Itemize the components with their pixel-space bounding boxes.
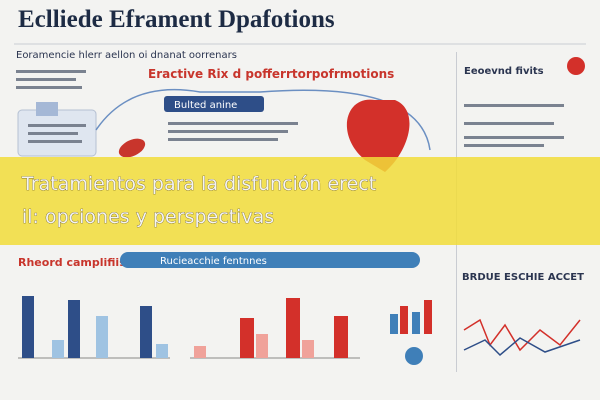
bar-chart (190, 298, 360, 359)
section-heading: Bulted anine (174, 100, 237, 111)
banner-line: il: opciones y perspectivas (22, 206, 274, 228)
icon (567, 57, 585, 75)
bar-chart (390, 300, 432, 365)
section-heading: Eeoevnd fivits (464, 66, 544, 77)
connector (95, 88, 431, 151)
banner-line: Tratamientos para la disfunción erect (21, 173, 376, 195)
icon (36, 102, 58, 116)
label-box (164, 96, 264, 112)
banner (0, 157, 600, 245)
section-heading: Rucieacchie fentnnes (160, 256, 267, 267)
intro-text: Eoramencie hlerr aellon oi dnanat oorren… (16, 50, 237, 61)
bar-chart (18, 296, 170, 359)
text: BRDUE ESCHIE ACCET (462, 272, 584, 283)
pill (118, 138, 146, 158)
title: Eclliede Eframent Dpafotions (18, 6, 335, 33)
section-heading: Rheord camplifiis (18, 256, 126, 269)
line-chart (463, 337, 581, 357)
heart (346, 99, 410, 172)
subtitle: Eractive Rix d pofferrtorpofrmotions (148, 67, 394, 81)
line-chart (463, 318, 581, 352)
label-box (120, 252, 420, 268)
text-lines (16, 70, 564, 147)
